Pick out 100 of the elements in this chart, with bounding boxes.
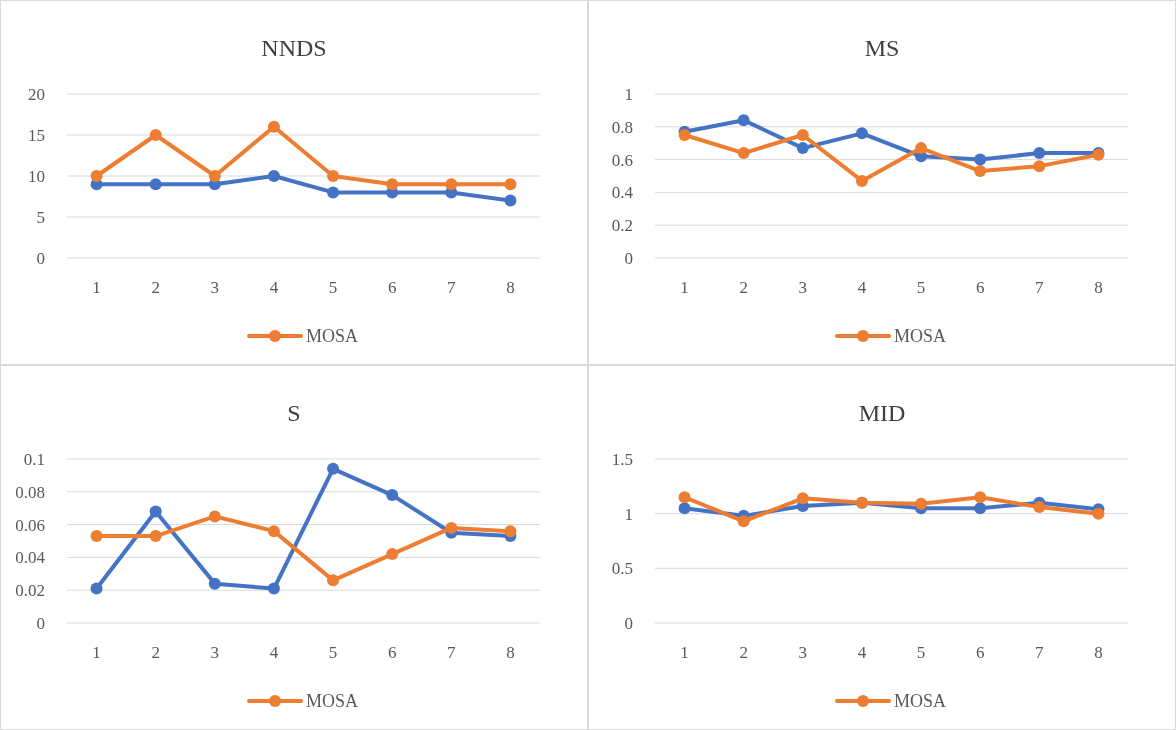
x-tick-label: 5 xyxy=(328,643,338,662)
chart-title: NNDS xyxy=(261,35,327,61)
y-tick-label: 0.6 xyxy=(611,150,633,170)
x-tick-label: 5 xyxy=(916,278,926,297)
point xyxy=(737,147,750,160)
point xyxy=(386,548,399,561)
point xyxy=(445,521,458,534)
point xyxy=(208,170,221,182)
chart-title: S xyxy=(287,400,301,426)
point xyxy=(149,129,162,141)
x-tick-label: 7 xyxy=(447,643,457,662)
point xyxy=(796,129,809,141)
x-tick-label: 6 xyxy=(975,278,985,297)
y-tick-label: 20 xyxy=(28,85,45,104)
x-tick-label: 7 xyxy=(447,278,457,297)
point xyxy=(267,582,280,595)
point xyxy=(1033,160,1046,173)
point xyxy=(974,502,987,515)
chart-title: MS xyxy=(864,35,900,61)
x-tick-label: 3 xyxy=(210,278,220,297)
point xyxy=(915,142,928,155)
legend-label: MOSA xyxy=(306,326,359,346)
point xyxy=(796,492,809,505)
y-tick-label: 0.08 xyxy=(15,482,45,502)
point xyxy=(149,505,162,518)
point xyxy=(974,491,987,504)
point xyxy=(386,489,399,502)
point xyxy=(445,178,458,191)
x-tick-label: 6 xyxy=(975,643,985,662)
x-tick-label: 3 xyxy=(798,278,808,297)
x-tick-label: 8 xyxy=(506,278,515,297)
x-tick-label: 7 xyxy=(1035,278,1045,297)
point xyxy=(90,582,103,595)
point xyxy=(1092,507,1105,520)
x-tick-label: 2 xyxy=(739,278,748,297)
x-tick-label: 6 xyxy=(387,278,397,297)
point xyxy=(90,530,103,543)
point xyxy=(267,120,280,133)
y-tick-label: 0 xyxy=(36,614,45,633)
point xyxy=(855,127,868,140)
point xyxy=(504,525,517,538)
point xyxy=(327,170,340,182)
point xyxy=(386,178,399,191)
x-tick-label: 4 xyxy=(269,278,279,297)
y-tick-label: 1.5 xyxy=(611,450,633,469)
x-tick-label: 8 xyxy=(506,643,515,662)
x-tick-label: 1 xyxy=(680,643,689,662)
x-tick-label: 3 xyxy=(210,643,220,662)
point xyxy=(90,170,103,182)
x-tick-label: 2 xyxy=(151,643,160,662)
y-tick-label: 15 xyxy=(28,126,45,145)
x-tick-label: 1 xyxy=(680,278,689,297)
y-tick-label: 1 xyxy=(624,504,633,524)
x-tick-label: 2 xyxy=(151,278,160,297)
y-tick-label: 0.02 xyxy=(15,581,45,601)
x-tick-label: 4 xyxy=(857,643,867,662)
y-tick-label: 0 xyxy=(624,614,633,633)
x-tick-label: 7 xyxy=(1035,643,1045,662)
point xyxy=(208,577,221,590)
point xyxy=(974,153,987,166)
point xyxy=(149,178,162,191)
y-tick-label: 1 xyxy=(624,85,633,104)
point xyxy=(678,491,691,504)
point xyxy=(974,165,987,178)
x-tick-label: 8 xyxy=(1094,643,1103,662)
y-tick-label: 0 xyxy=(624,249,633,268)
point xyxy=(208,510,221,523)
y-tick-label: 5 xyxy=(36,208,45,227)
point xyxy=(149,530,162,543)
y-tick-label: 0 xyxy=(36,249,45,268)
point xyxy=(1033,147,1046,160)
x-tick-label: 1 xyxy=(92,278,101,297)
x-tick-label: 2 xyxy=(739,643,748,662)
point xyxy=(504,194,517,207)
legend-label: MOSA xyxy=(894,326,947,346)
y-tick-label: 0.2 xyxy=(611,216,633,236)
chart-title: MID xyxy=(858,400,906,426)
x-tick-label: 4 xyxy=(857,278,867,297)
legend-label: MOSA xyxy=(306,691,359,711)
point xyxy=(737,515,750,528)
legend-label: MOSA xyxy=(894,691,947,711)
y-tick-label: 0.4 xyxy=(611,183,634,203)
y-tick-label: 0.1 xyxy=(23,450,45,469)
point xyxy=(327,186,340,199)
point xyxy=(678,502,691,515)
x-tick-label: 8 xyxy=(1094,278,1103,297)
point xyxy=(796,142,809,155)
point xyxy=(504,178,517,191)
y-tick-label: 0.06 xyxy=(15,515,45,535)
point xyxy=(855,174,868,187)
point xyxy=(737,114,750,127)
x-tick-label: 3 xyxy=(798,643,808,662)
point xyxy=(267,525,280,538)
y-tick-label: 0.5 xyxy=(611,559,633,579)
x-tick-label: 5 xyxy=(328,278,338,297)
x-tick-label: 5 xyxy=(916,643,926,662)
x-tick-label: 6 xyxy=(387,643,397,662)
point xyxy=(327,574,340,587)
y-tick-label: 10 xyxy=(28,167,45,186)
y-tick-label: 0.8 xyxy=(611,117,633,137)
